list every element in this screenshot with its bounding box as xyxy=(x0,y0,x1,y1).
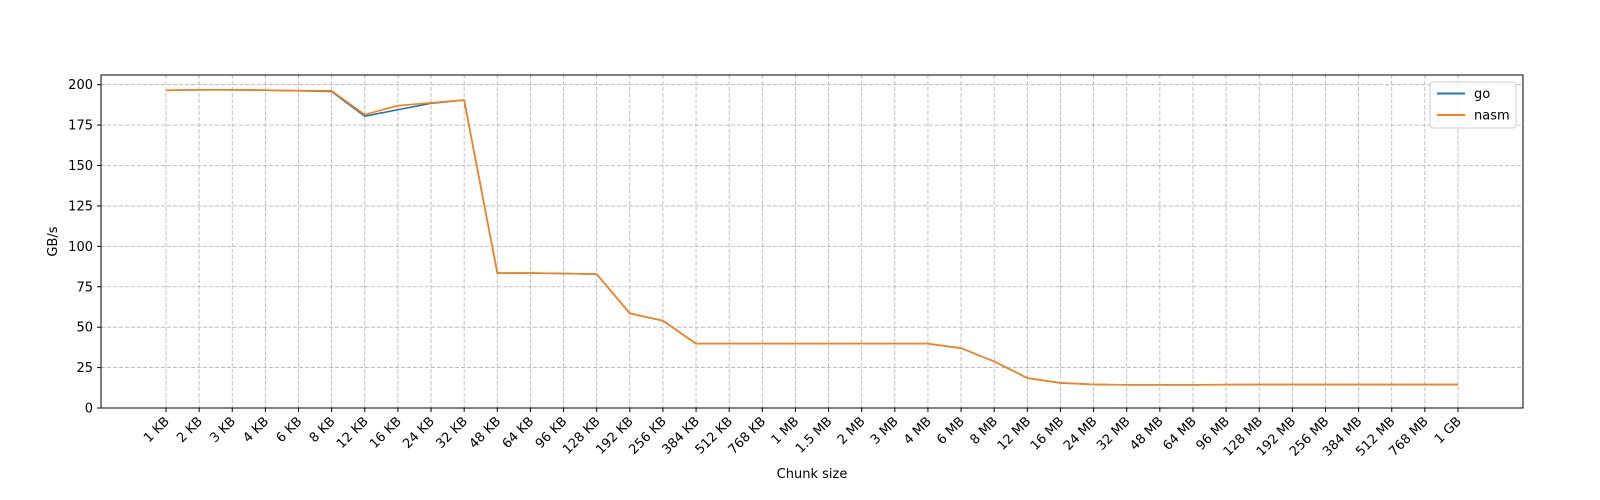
x-axis-label: Chunk size xyxy=(777,467,848,482)
y-tick-label: 175 xyxy=(68,119,93,134)
x-tick-label: 2 KB xyxy=(174,414,206,446)
x-tick-label: 768 KB xyxy=(726,414,769,457)
x-tick-label: 64 MB xyxy=(1160,414,1199,453)
y-tick-label: 0 xyxy=(85,402,93,417)
x-tick-label: 32 KB xyxy=(433,414,471,452)
grid xyxy=(101,75,1523,409)
y-axis-label: GB/s xyxy=(46,226,61,256)
x-tick-label: 24 MB xyxy=(1061,414,1100,453)
series-lines xyxy=(165,89,1458,386)
x-tick-label: 1.5 MB xyxy=(793,414,835,456)
series-line-go xyxy=(165,89,1458,386)
x-tick-label: 1 KB xyxy=(141,414,173,446)
y-tick-label: 50 xyxy=(76,321,93,336)
x-tick-label: 6 KB xyxy=(274,414,306,446)
legend-label-go: go xyxy=(1474,87,1490,102)
x-tick-label: 64 KB xyxy=(500,414,538,452)
x-tick-label: 12 KB xyxy=(334,414,372,452)
x-tick-label: 4 MB xyxy=(901,414,935,448)
x-tick-label: 2 MB xyxy=(835,414,869,448)
x-tick-label: 16 KB xyxy=(367,414,405,452)
x-tick-label: 12 MB xyxy=(995,414,1034,453)
y-tick-label: 150 xyxy=(68,159,93,174)
x-tick-label: 3 MB xyxy=(868,414,902,448)
x-tick-label: 48 MB xyxy=(1127,414,1166,453)
x-tick-label: 3 KB xyxy=(207,414,239,446)
y-tick-label: 100 xyxy=(68,240,93,255)
x-tick-label: 48 KB xyxy=(467,414,505,452)
x-tick-label: 6 MB xyxy=(934,414,968,448)
y-axis: 0 25 50 75 100 125 150 175 200 xyxy=(68,78,101,417)
x-tick-label: 1 GB xyxy=(1432,414,1465,447)
series-line-nasm xyxy=(165,89,1458,386)
y-tick-label: 200 xyxy=(68,78,93,93)
y-tick-label: 25 xyxy=(76,361,93,376)
x-tick-label: 4 KB xyxy=(240,414,272,446)
x-tick-label: 16 MB xyxy=(1028,414,1067,453)
y-tick-label: 125 xyxy=(68,199,93,214)
legend: go nasm xyxy=(1429,81,1517,129)
plot-frame xyxy=(100,74,1524,409)
y-tick-label: 75 xyxy=(76,280,93,295)
x-tick-label: 24 KB xyxy=(400,414,438,452)
x-tick-label: 32 MB xyxy=(1094,414,1133,453)
legend-label-nasm: nasm xyxy=(1474,109,1510,124)
